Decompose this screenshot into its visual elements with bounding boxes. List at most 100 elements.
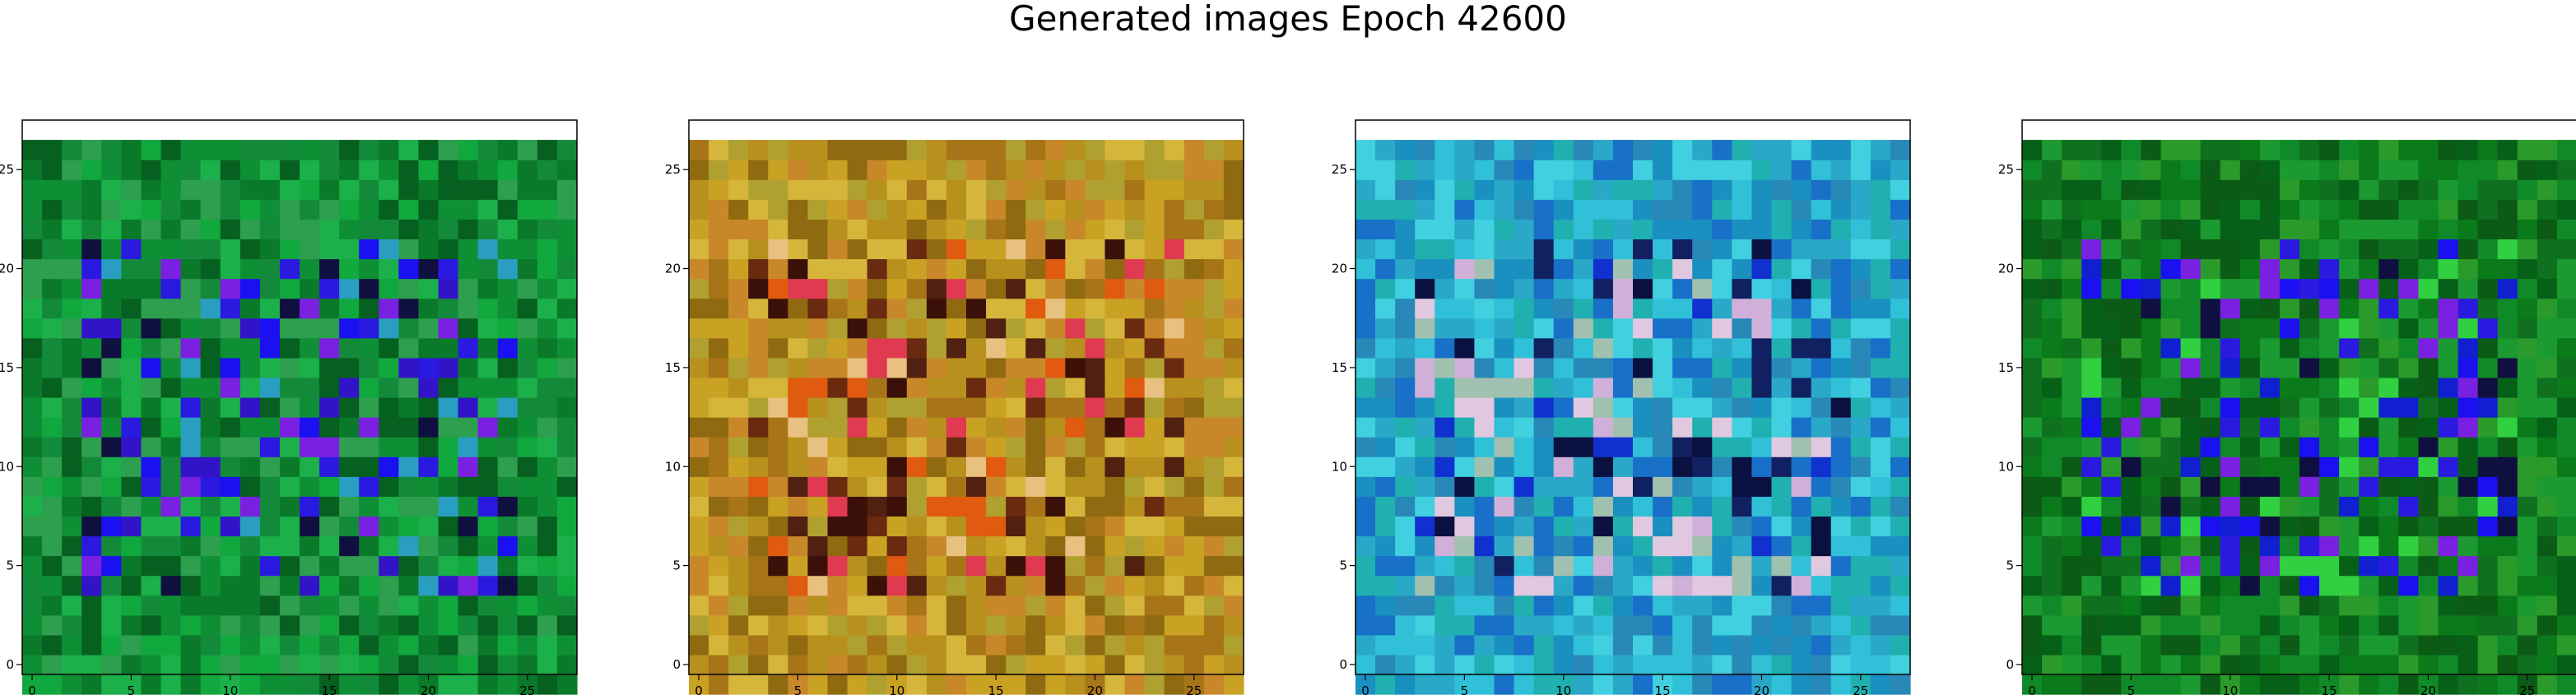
pixel-cell bbox=[220, 298, 241, 319]
pixel-cell bbox=[1395, 614, 1416, 636]
pixel-cell bbox=[2180, 239, 2202, 260]
pixel-cell bbox=[1144, 397, 1165, 418]
pixel-cell bbox=[1474, 219, 1495, 240]
pixel-cell bbox=[379, 674, 399, 695]
pixel-cell bbox=[517, 476, 538, 497]
pixel-cell bbox=[2200, 535, 2221, 557]
pixel-cell bbox=[180, 614, 202, 636]
pixel-cell bbox=[847, 535, 868, 557]
pixel-cell bbox=[239, 674, 261, 695]
pixel-cell bbox=[1045, 614, 1066, 636]
pixel-cell bbox=[2418, 437, 2439, 457]
pixel-cell bbox=[1712, 437, 1732, 457]
pixel-cell bbox=[886, 397, 908, 418]
pixel-cell bbox=[1633, 199, 1653, 220]
pixel-cell bbox=[1672, 654, 1693, 675]
pixel-cell bbox=[398, 614, 420, 636]
pixel-cell bbox=[22, 575, 43, 596]
pixel-cell bbox=[1025, 239, 1046, 260]
pixel-cell bbox=[1653, 654, 1673, 675]
pixel-cell bbox=[1672, 298, 1693, 319]
pixel-cell bbox=[1104, 456, 1126, 477]
pixel-cell bbox=[886, 437, 908, 457]
x-tick-label: 25 bbox=[1853, 683, 1868, 695]
pixel-cell bbox=[2121, 595, 2142, 616]
pixel-cell bbox=[438, 476, 459, 497]
pixel-cell bbox=[1454, 634, 1476, 656]
pixel-cell bbox=[966, 674, 987, 695]
x-tick-label: 10 bbox=[889, 683, 904, 695]
pixel-cell bbox=[1375, 377, 1396, 398]
pixel-cell bbox=[709, 634, 729, 656]
pixel-cell bbox=[2398, 140, 2420, 160]
pixel-cell bbox=[1751, 437, 1773, 457]
pixel-cell bbox=[1890, 496, 1911, 517]
pixel-cell bbox=[1375, 614, 1396, 636]
pixel-cell bbox=[1045, 317, 1066, 339]
pixel-cell bbox=[220, 179, 241, 200]
pixel-cell bbox=[1045, 575, 1066, 596]
pixel-cell bbox=[768, 397, 788, 418]
pixel-cell bbox=[141, 496, 162, 517]
pixel-cell bbox=[62, 614, 82, 636]
pixel-cell bbox=[709, 595, 729, 616]
pixel-cell bbox=[847, 140, 868, 160]
pixel-cell bbox=[1454, 555, 1476, 577]
pixel-cell bbox=[379, 160, 399, 180]
pixel-cell bbox=[62, 160, 82, 180]
pixel-cell bbox=[1434, 219, 1455, 240]
pixel-cell bbox=[2160, 258, 2182, 280]
pixel-cell bbox=[2457, 140, 2479, 160]
pixel-cell bbox=[2180, 258, 2202, 280]
pixel-cell bbox=[728, 140, 749, 160]
pixel-cell bbox=[477, 575, 499, 596]
pixel-cell bbox=[2418, 199, 2439, 220]
pixel-cell bbox=[728, 654, 749, 675]
pixel-cell bbox=[279, 496, 300, 517]
pixel-cell bbox=[709, 516, 729, 537]
pixel-cell bbox=[121, 298, 142, 319]
pixel-cell bbox=[1065, 199, 1086, 220]
pixel-cell bbox=[2536, 674, 2558, 695]
pixel-cell bbox=[279, 634, 300, 656]
pixel-cell bbox=[886, 179, 908, 200]
pixel-cell bbox=[966, 337, 987, 359]
pixel-cell bbox=[2497, 456, 2518, 477]
pixel-cell bbox=[2022, 634, 2043, 656]
pixel-cell bbox=[1672, 278, 1693, 299]
pixel-cell bbox=[2477, 337, 2499, 359]
pixel-cell bbox=[1144, 516, 1165, 537]
pixel-cell bbox=[2319, 535, 2340, 557]
pixel-cell bbox=[418, 595, 439, 616]
pixel-cell bbox=[42, 298, 63, 319]
pixel-cell bbox=[1890, 516, 1911, 537]
pixel-cell bbox=[1553, 377, 1574, 398]
pixel-cell bbox=[259, 496, 281, 517]
pixel-cell bbox=[1811, 496, 1832, 517]
pixel-cell bbox=[1514, 674, 1535, 695]
pixel-cell bbox=[1006, 437, 1026, 457]
pixel-cell bbox=[2319, 496, 2340, 517]
pixel-cell bbox=[2141, 298, 2162, 319]
pixel-cell bbox=[300, 575, 320, 596]
pixel-cell bbox=[1045, 496, 1066, 517]
pixel-cell bbox=[847, 614, 868, 636]
pixel-cell bbox=[101, 357, 122, 378]
pixel-cell bbox=[966, 239, 987, 260]
pixel-cell bbox=[418, 456, 439, 477]
pixel-cell bbox=[517, 377, 538, 398]
pixel-cell bbox=[537, 278, 558, 299]
pixel-cell bbox=[537, 140, 558, 160]
pixel-cell bbox=[2378, 555, 2399, 577]
pixel-cell bbox=[379, 456, 399, 477]
pixel-cell bbox=[1791, 654, 1812, 675]
pixel-cell bbox=[2042, 535, 2062, 557]
pixel-cell bbox=[1771, 160, 1793, 180]
pixel-cell bbox=[1890, 337, 1911, 359]
pixel-cell bbox=[1494, 674, 1515, 695]
pixel-cell bbox=[1514, 555, 1535, 577]
pixel-cell bbox=[1355, 357, 1376, 378]
pixel-cell bbox=[438, 337, 459, 359]
pixel-cell bbox=[2497, 140, 2518, 160]
pixel-cell bbox=[438, 199, 459, 220]
